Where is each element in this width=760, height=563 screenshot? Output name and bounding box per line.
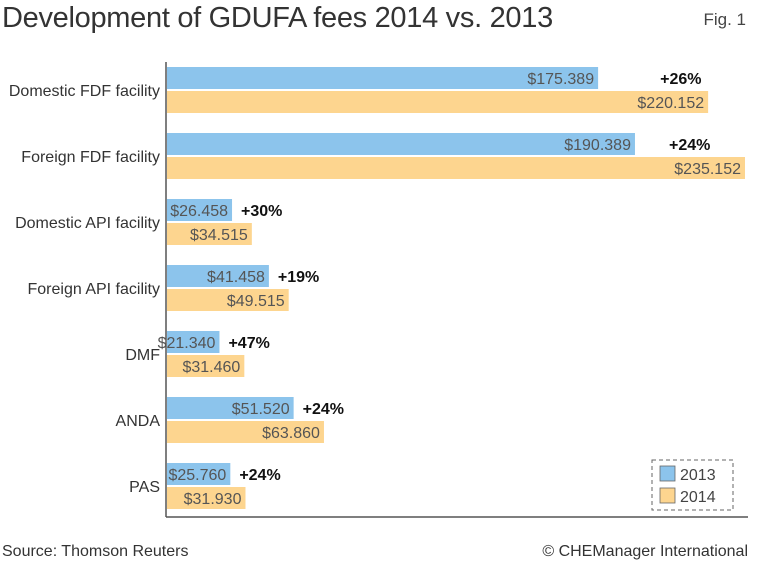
change-label: +26% <box>660 71 701 88</box>
legend-label: 2014 <box>680 489 716 506</box>
change-label: +47% <box>228 335 269 352</box>
bar-2013 <box>167 331 220 353</box>
value-label: $49.515 <box>227 293 285 310</box>
legend-swatch-2013 <box>659 465 676 482</box>
value-label: $220.152 <box>637 95 704 112</box>
value-label: $51.520 <box>232 401 290 418</box>
value-label: $235.152 <box>674 161 741 178</box>
category-label: Foreign API facility <box>28 281 161 298</box>
change-label: +19% <box>278 269 319 286</box>
chart-title: Development of GDUFA fees 2014 vs. 2013 <box>2 2 553 34</box>
category-label: Domestic API facility <box>15 215 160 232</box>
value-label: $34.515 <box>190 227 248 244</box>
bar-2014 <box>167 487 246 509</box>
legend-swatch-2014 <box>659 487 676 504</box>
bar-2013 <box>167 67 599 89</box>
value-label: $175.389 <box>527 71 594 88</box>
source-note: Source: Thomson Reuters <box>2 543 189 560</box>
value-label: $31.460 <box>182 359 240 376</box>
value-label: $41.458 <box>207 269 265 286</box>
bar-2013 <box>167 397 294 419</box>
bar-2013 <box>167 463 231 485</box>
figure-label: Fig. 1 <box>703 10 746 29</box>
legend-label: 2013 <box>680 467 716 484</box>
value-label: $21.340 <box>158 335 216 352</box>
value-label: $25.760 <box>168 467 226 484</box>
bar-2013 <box>167 199 233 221</box>
change-label: +24% <box>303 401 344 418</box>
bar-2014 <box>167 223 252 245</box>
change-label: +30% <box>241 203 282 220</box>
value-label: $26.458 <box>170 203 228 220</box>
value-label: $31.930 <box>184 491 242 508</box>
category-label: Domestic FDF facility <box>9 83 160 100</box>
bar-2014 <box>167 355 245 377</box>
change-label: +24% <box>239 467 280 484</box>
value-label: $63.860 <box>262 425 320 442</box>
category-label: PAS <box>129 479 160 496</box>
value-label: $190.389 <box>564 137 631 154</box>
bar-2013 <box>167 265 269 287</box>
bar-2014 <box>167 421 324 443</box>
bar-2014 <box>167 289 289 311</box>
bar-2014 <box>167 91 709 113</box>
bar-2013 <box>167 133 635 155</box>
category-label: DMF <box>125 347 160 364</box>
copyright-note: © CHEManager International <box>542 543 748 560</box>
legend-box <box>651 459 734 511</box>
change-label: +24% <box>669 137 710 154</box>
category-label: ANDA <box>116 413 161 430</box>
category-label: Foreign FDF facility <box>21 149 160 166</box>
bar-2014 <box>167 157 745 179</box>
